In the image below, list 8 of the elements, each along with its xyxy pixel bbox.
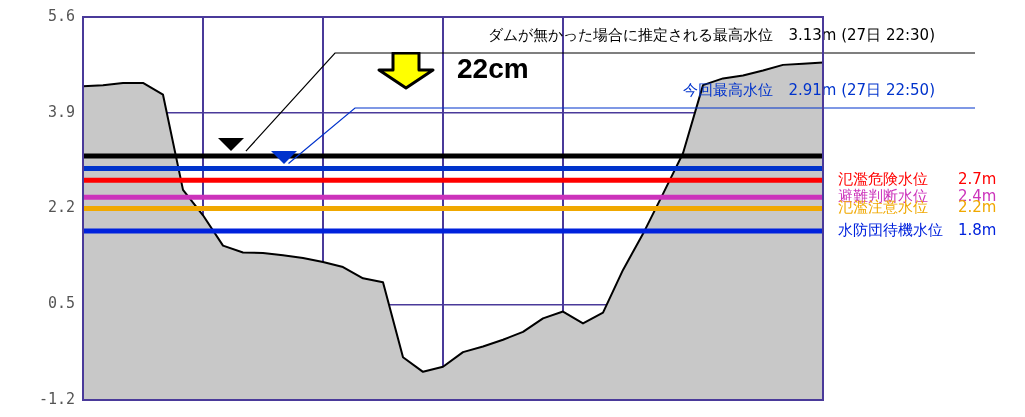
y-tick-label: 5.6 — [47, 6, 75, 25]
y-tick-label: 0.5 — [47, 294, 75, 313]
y-tick-label: 2.2 — [47, 198, 75, 217]
ref-line-label: 水防団待機水位 1.8m — [838, 220, 997, 239]
y-tick-label: 3.9 — [47, 102, 75, 121]
annotation: 22cm — [457, 52, 529, 84]
ref-line-label: 氾濫危険水位 2.7m — [838, 170, 997, 189]
y-tick-label: -1.2 — [38, 389, 75, 408]
